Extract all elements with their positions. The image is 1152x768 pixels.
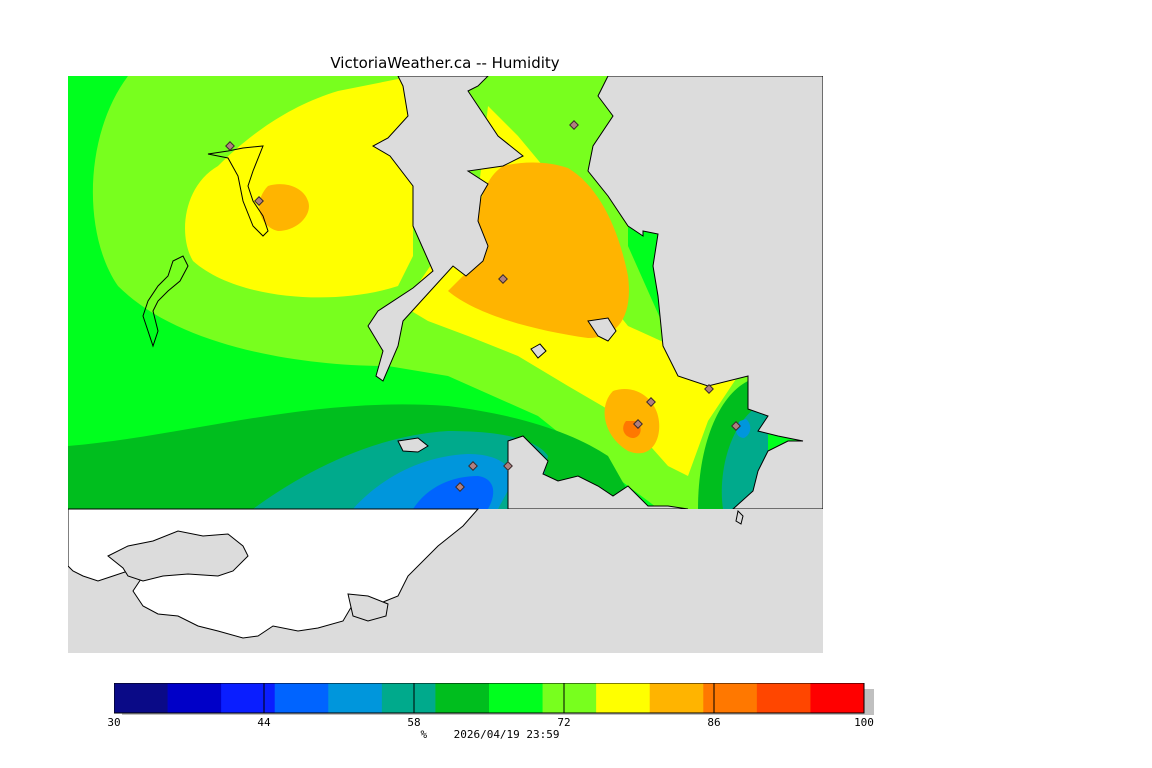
colorbar-cell — [489, 683, 544, 713]
station-marker — [254, 196, 264, 206]
colorbar-cell — [328, 683, 383, 713]
humidity-colorbar — [114, 683, 874, 715]
contour-band-48-54-east — [736, 419, 751, 438]
island-east-small — [587, 317, 617, 342]
station-marker — [704, 384, 714, 394]
station-marker — [731, 421, 741, 431]
island-north-inlet — [207, 145, 269, 237]
weather-stations — [225, 120, 741, 492]
colorbar-cell — [274, 683, 329, 713]
colorbar-cell — [756, 683, 811, 713]
colorbar-border — [114, 683, 865, 714]
station-marker — [225, 141, 235, 151]
colorbar-cell — [435, 683, 490, 713]
colorbar-tick-label: 86 — [707, 716, 721, 729]
island-east-tiny — [530, 343, 547, 359]
island-south — [397, 437, 429, 453]
colorbar-cells — [114, 683, 865, 713]
colorbar-tick-lines — [263, 683, 715, 713]
station-marker — [646, 397, 656, 407]
contour-band-78-84-west — [185, 76, 413, 298]
station-marker — [468, 461, 478, 471]
ocean-west-area — [367, 76, 524, 382]
map-title: VictoriaWeather.ca -- Humidity — [330, 54, 560, 72]
station-marker — [498, 274, 508, 284]
colorbar-tick-label: 72 — [557, 716, 571, 729]
station-marker — [455, 482, 465, 492]
colorbar-tick-label: 44 — [257, 716, 271, 729]
colorbar-tick-label: 58 — [407, 716, 421, 729]
station-marker — [503, 461, 513, 471]
footer-timestamp: 2026/04/19 23:59 — [453, 728, 560, 741]
land-inlet-2 — [347, 593, 389, 622]
contour-band-42-48 — [413, 476, 494, 509]
colorbar-cell — [810, 683, 865, 713]
contour-band-84-90-east — [448, 162, 629, 338]
island-west — [142, 255, 189, 348]
ocean-south-strait — [507, 435, 689, 510]
land-inlet — [107, 530, 249, 582]
map-footer: % 2026/04/19 23:59 — [0, 728, 980, 741]
colorbar-cell — [167, 683, 222, 713]
colorbar-tick-label: 30 — [107, 716, 121, 729]
colorbar-cell — [703, 683, 758, 713]
colorbar-cell — [542, 683, 597, 713]
station-marker — [569, 120, 579, 130]
colorbar-cell — [649, 683, 704, 713]
island-south-east — [735, 509, 744, 525]
colorbar-cell — [596, 683, 651, 713]
colorbar-cell — [114, 683, 169, 713]
footer-unit: % — [420, 728, 428, 741]
colorbar-cell — [381, 683, 436, 713]
colorbar-cell — [221, 683, 276, 713]
station-marker — [633, 419, 643, 429]
contour-band-84-90-west — [259, 184, 309, 231]
humidity-contour-map — [68, 76, 823, 653]
colorbar-tick-label: 100 — [854, 716, 874, 729]
